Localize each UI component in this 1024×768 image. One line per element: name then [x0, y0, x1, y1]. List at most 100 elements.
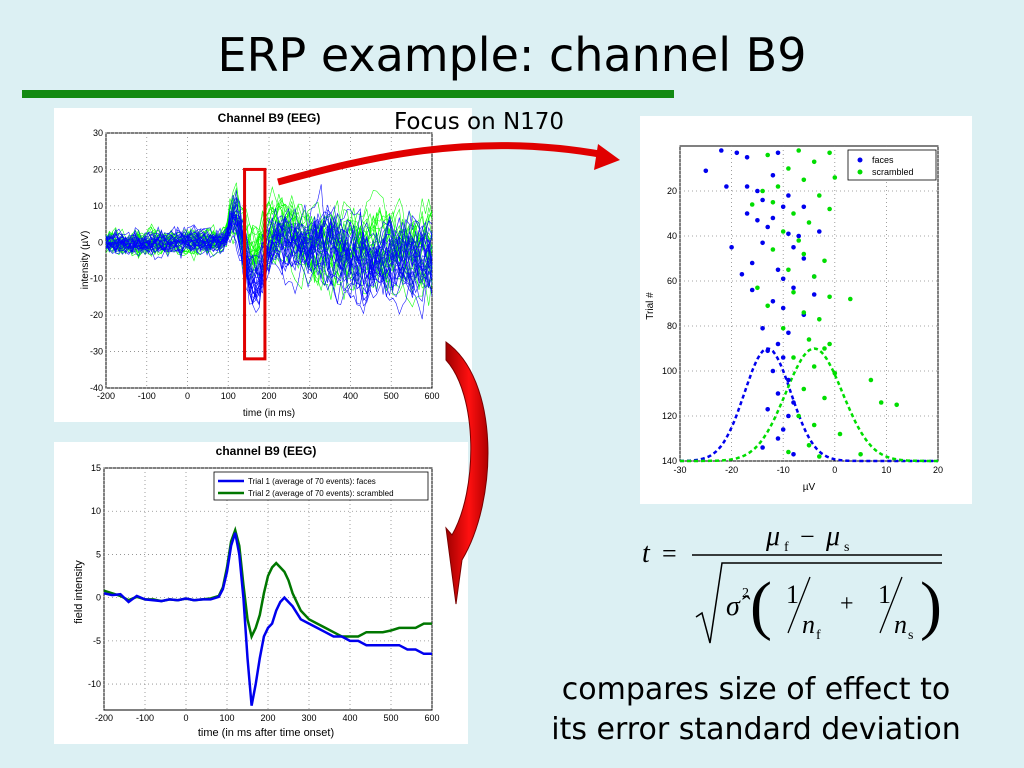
average-erp-grid — [103, 467, 433, 711]
formula-mu-f: μ — [765, 521, 780, 552]
formula-n-s: n — [894, 610, 907, 639]
scrambled-point — [801, 251, 807, 257]
raw-trials-y-tick-label: -40 — [90, 383, 103, 393]
trial-scatter-x-tick-label: 0 — [832, 465, 837, 475]
formula-n-f: n — [802, 610, 815, 639]
raw-trials-x-tick-label: 300 — [302, 391, 317, 401]
raw-trials-chart: -200 -100 0 100 200 300 400 500 600-40-30-20-100… — [80, 111, 440, 419]
faces-point — [744, 211, 750, 216]
average-erp-legend-box — [213, 471, 429, 501]
trial-scatter-ticks: -30 -20 -10 0 10 20 20 40 60 80 100 120 140 — [662, 186, 943, 475]
faces-point — [765, 348, 770, 354]
scrambled-point — [817, 317, 822, 322]
scrambled-point — [765, 152, 770, 158]
formula-left-paren: ( — [750, 569, 772, 642]
scrambled-point — [817, 454, 822, 459]
formula-sub-s: s — [844, 540, 849, 555]
raw-trials-x-tick-label: 500 — [384, 391, 399, 401]
faces-point — [817, 229, 822, 234]
formula-one-s: 1 — [878, 580, 891, 609]
trial-scatter-grid — [679, 145, 939, 462]
faces-point — [786, 330, 791, 336]
raw-trial-line — [105, 196, 433, 296]
faces-point — [780, 276, 786, 282]
average-erp-y-tick-label: 15 — [91, 463, 101, 473]
formula-t: t — [642, 538, 651, 569]
scrambled-point — [848, 296, 853, 302]
formula-radical — [695, 562, 942, 644]
formula-equals: = — [662, 539, 677, 568]
scrambled-point — [832, 371, 838, 376]
scrambled-point — [827, 294, 832, 300]
faces-point — [765, 224, 770, 230]
scrambled-point — [780, 326, 786, 331]
scrambled-point — [780, 229, 786, 234]
faces-point — [786, 377, 791, 383]
scrambled-point — [786, 267, 791, 273]
formula-right-paren: ) — [920, 569, 942, 642]
trial-scatter-x-tick-label: -30 — [673, 465, 686, 475]
raw-trials-lines — [105, 167, 433, 361]
faces-point — [724, 184, 729, 189]
scrambled-point — [811, 274, 817, 279]
raw-trial-line — [105, 184, 433, 303]
trial-scatter-y-tick-label: 120 — [662, 411, 677, 421]
n170-highlight-box — [243, 167, 267, 361]
faces-point — [755, 188, 760, 194]
average-erp-y-tick-label: -5 — [93, 636, 101, 646]
trial-scatter-y-tick-label: 80 — [667, 321, 677, 331]
scrambled-point — [786, 449, 791, 455]
average-erp-chart-panel: -200 -100 0 100 200 300 400 500 600 -10 -5 0 5 10 15 T… — [54, 442, 468, 744]
raw-trials-chart-panel: -200 -100 0 100 200 300 400 500 600 -40 -30 -20 -10 0… — [54, 108, 472, 422]
formula-sub-ns: s — [908, 628, 913, 643]
scrambled-point — [837, 431, 843, 437]
scrambled-point — [786, 166, 791, 171]
faces-point — [719, 148, 724, 153]
faces-point — [770, 299, 776, 304]
faces-point — [811, 292, 817, 297]
scrambled-point — [755, 285, 760, 291]
raw-trials-ticks: -200 -100 0 100 200 300 400 500 600-40-30-20-100… — [90, 128, 440, 401]
faces-point — [775, 150, 781, 156]
raw-trial-line — [105, 214, 433, 289]
scrambled-point — [811, 159, 817, 165]
faces-point — [739, 272, 745, 277]
scrambled-point — [822, 258, 827, 264]
trial-scatter-y-tick-label: 100 — [662, 366, 677, 376]
raw-trials-x-tick-label: -100 — [138, 391, 156, 401]
scrambled-point — [765, 303, 770, 309]
raw-trials-y-tick-label: -20 — [90, 310, 103, 320]
scrambled-point — [827, 150, 832, 156]
average-erp-x-tick-label: 100 — [219, 713, 234, 723]
faces-point — [760, 326, 765, 331]
legend-entry-0: Trial 1 (average of 70 events): faces — [248, 477, 376, 486]
faces-point — [775, 391, 781, 396]
formula-mu-s: μ — [825, 521, 840, 552]
formula-plus: + — [840, 591, 854, 617]
faces-point — [729, 245, 734, 250]
scrambled-point — [796, 413, 801, 419]
formula-sub-nf: f — [816, 628, 821, 643]
faces-point — [703, 168, 709, 174]
caption-line-1: compares size of effect to — [561, 672, 951, 707]
raw-trial-line — [105, 211, 433, 291]
scrambled-point — [811, 422, 817, 428]
faces-point — [791, 400, 796, 405]
trial-scatter-plot-frame — [679, 145, 939, 462]
raw-trials-y-tick-label: -30 — [90, 347, 103, 357]
raw-trials-x-tick-label: 600 — [424, 391, 439, 401]
faces-point — [749, 287, 755, 293]
trial-scatter-gaussians — [680, 347, 938, 463]
raw-trials-x-tick-label: 0 — [185, 391, 190, 401]
scrambled-point — [770, 200, 776, 205]
raw-trials-y-tick-label: 10 — [93, 201, 103, 211]
scrambled-point — [806, 337, 812, 342]
raw-trials-x-tick-label: 100 — [221, 391, 236, 401]
t-test-formula: t = μ f − μ s σ̂ 2 ( 1 n f + 1 n s ) — [642, 521, 942, 644]
average-erp-lines — [103, 526, 432, 706]
faces-point — [765, 407, 770, 412]
scrambled-point — [801, 177, 807, 183]
scrambled-point — [894, 402, 899, 408]
scatter-legend-entry-1: scrambled — [872, 167, 914, 177]
trial-scatter-y-tick-label: 60 — [667, 276, 677, 286]
